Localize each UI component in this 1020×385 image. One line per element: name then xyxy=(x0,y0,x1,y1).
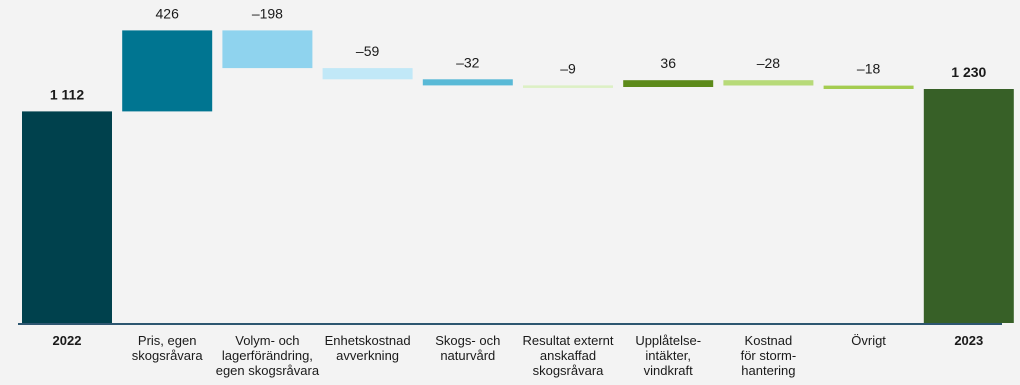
value-label-6: 36 xyxy=(660,55,676,71)
bar-0 xyxy=(22,111,112,324)
value-label-1: 426 xyxy=(156,5,180,21)
bar-7 xyxy=(723,80,814,86)
value-label-9: 1 230 xyxy=(951,64,986,80)
bar-6 xyxy=(623,80,714,87)
value-label-7: –28 xyxy=(757,55,781,71)
value-label-4: –32 xyxy=(456,54,480,70)
bar-4 xyxy=(422,79,513,86)
category-label-5: Resultat externt anskaffad skogsråvara xyxy=(522,333,613,378)
bar-3 xyxy=(322,68,413,80)
bar-5 xyxy=(523,85,613,88)
value-label-5: –9 xyxy=(560,60,576,76)
category-label-7: Kostnad för storm-hantering xyxy=(741,333,797,378)
bars-group xyxy=(22,30,1014,324)
category-label-4: Skogs- och naturvård xyxy=(435,333,500,363)
category-label-0: 2022 xyxy=(53,333,82,348)
category-labels-group: 2022 Pris, egen skogsråvara Volym- och lager… xyxy=(53,333,984,378)
value-label-0: 1 112 xyxy=(50,86,84,102)
bar-9 xyxy=(923,89,1014,323)
category-label-2: Volym- och lagerförändring, egen skogsråva… xyxy=(216,333,320,378)
category-label-8: Övrigt xyxy=(851,333,886,348)
category-label-6: Upplåtelse-intäkter, vindkraft xyxy=(635,333,701,378)
category-label-3: Enhetskostnad avverkning xyxy=(325,333,411,363)
value-label-2: –198 xyxy=(252,5,283,21)
value-label-8: –18 xyxy=(857,61,881,77)
value-labels-group: 1 112 426 –198 –59 –32 –9 36 –28 –18 1 230 xyxy=(50,5,987,102)
category-label-1: Pris, egen skogsråvara xyxy=(132,333,204,363)
bar-8 xyxy=(823,85,914,89)
bar-2 xyxy=(222,30,313,69)
bar-1 xyxy=(122,30,213,112)
value-label-3: –59 xyxy=(356,43,380,59)
category-label-9: 2023 xyxy=(954,333,983,348)
